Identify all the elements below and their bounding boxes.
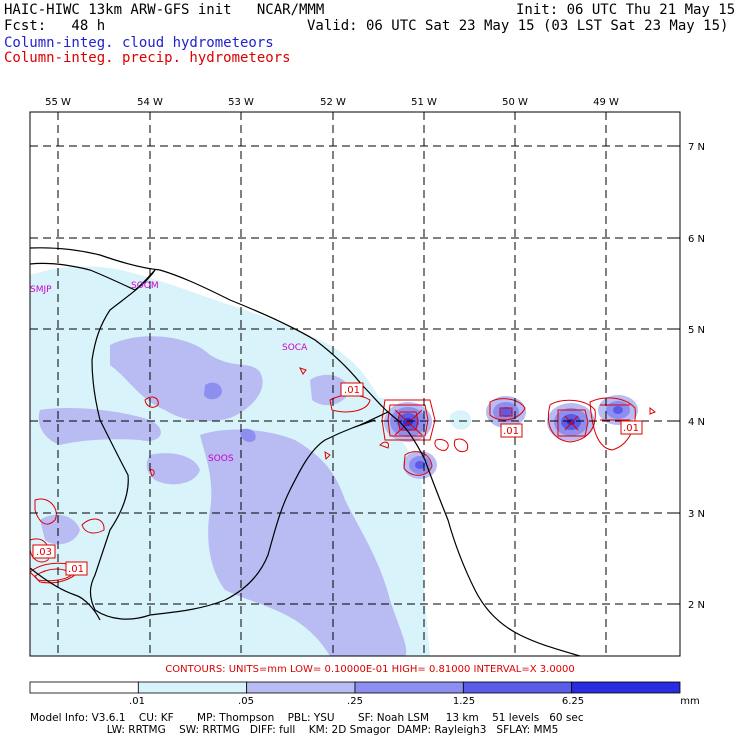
cloud-level-high	[204, 382, 256, 442]
station-soca: SOCA	[282, 343, 308, 353]
contour-label: .01	[503, 426, 519, 437]
lon-label: 53 W	[228, 97, 254, 108]
axis-ticks	[57, 112, 680, 605]
lon-label: 50 W	[502, 97, 528, 108]
contours-info: CONTOURS: UNITS=mm LOW= 0.10000E-01 HIGH…	[165, 664, 575, 675]
colorbar-unit: mm	[680, 696, 699, 707]
lon-label: 52 W	[320, 97, 346, 108]
colorbar-tick: .01	[129, 696, 145, 707]
colorbar-segment	[246, 681, 356, 694]
colorbar-tick: 1.25	[453, 696, 475, 707]
map-frame	[29, 111, 681, 657]
colorbar	[29, 681, 681, 694]
convective-cell-3	[486, 396, 526, 428]
colorbar-tick: 6.25	[562, 696, 584, 707]
lon-label: 54 W	[137, 97, 163, 108]
cloud-field-label: Column-integ. cloud hydrometeors	[4, 35, 274, 51]
precip-field-label: Column-integ. precip. hydrometeors	[4, 50, 291, 66]
lat-label: 6 N	[688, 234, 705, 245]
coastline	[30, 247, 581, 656]
colorbar-segment	[354, 681, 464, 694]
init-time: Init: 06 UTC Thu 21 May 15	[516, 2, 736, 18]
contour-label: .01	[68, 564, 84, 575]
contour-label: .01	[623, 423, 639, 434]
model-title: HAIC-HIWC 13km ARW-GFS init NCAR/MMM	[4, 2, 325, 18]
country-borders	[30, 269, 389, 621]
lat-label: 3 N	[688, 509, 705, 520]
station-soom: SOOM	[131, 281, 159, 291]
lon-label: 55 W	[45, 97, 71, 108]
forecast-hour: Fcst: 48 h	[4, 18, 106, 34]
contour-label-boxes	[32, 382, 643, 576]
model-info-line1: Model Info: V3.6.1 CU: KF MP: Thompson P…	[30, 712, 584, 724]
station-smjp: SMJP	[30, 285, 52, 295]
colorbar-segment	[571, 681, 681, 694]
colorbar-tick: .25	[347, 696, 363, 707]
colorbar-segment	[137, 681, 248, 694]
lat-lon-grid	[30, 112, 680, 656]
lon-label: 51 W	[411, 97, 437, 108]
contour-label: .01	[344, 385, 360, 396]
valid-time: Valid: 06 UTC Sat 23 May 15 (03 LST Sat …	[307, 18, 729, 34]
colorbar-segment	[462, 681, 573, 694]
lat-label: 7 N	[688, 142, 705, 153]
lat-label: 5 N	[688, 325, 705, 336]
cloud-level-mid	[38, 336, 407, 656]
model-info-line2: LW: RRTMG SW: RRTMG DIFF: full KM: 2D Sm…	[30, 724, 559, 736]
colorbar-segment	[29, 681, 139, 694]
lat-label: 2 N	[688, 600, 705, 611]
lon-label: 49 W	[593, 97, 619, 108]
lat-label: 4 N	[688, 417, 705, 428]
station-soos: SOOS	[208, 454, 234, 464]
contour-label: .03	[36, 547, 52, 558]
colorbar-tick: .05	[238, 696, 254, 707]
